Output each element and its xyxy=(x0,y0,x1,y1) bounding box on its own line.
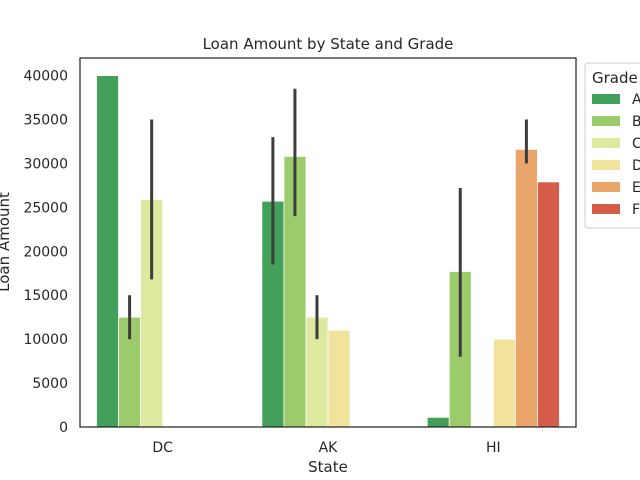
y-tick-label: 5000 xyxy=(32,376,68,392)
y-tick-label: 30000 xyxy=(23,156,68,172)
x-axis-label: State xyxy=(308,458,348,476)
legend-swatch-f xyxy=(592,204,620,214)
error-bars-layer xyxy=(128,88,528,357)
y-axis-label: Loan Amount xyxy=(0,192,13,292)
y-axis-ticks: 0 5000 10000 15000 20000 25000 30000 35000 40000 xyxy=(23,69,68,436)
legend-swatch-b xyxy=(592,116,620,126)
bar-hi-a xyxy=(426,416,450,428)
legend-swatch-e xyxy=(592,182,620,192)
x-axis-ticks: DC AK HI xyxy=(152,440,500,456)
bars-layer xyxy=(96,75,560,428)
x-tick-label: HI xyxy=(486,440,501,456)
bar-ak-d xyxy=(327,329,351,428)
legend-swatch-d xyxy=(592,160,620,170)
y-tick-label: 25000 xyxy=(23,200,68,216)
chart-title: Loan Amount by State and Grade xyxy=(203,35,454,53)
y-tick-label: 10000 xyxy=(23,332,68,348)
y-tick-label: 15000 xyxy=(23,288,68,304)
legend-title: Grade xyxy=(592,69,638,87)
x-tick-label: DC xyxy=(152,440,173,456)
bar-hi-f xyxy=(537,181,560,428)
bar-hi-e xyxy=(514,148,538,428)
legend-swatch-c xyxy=(592,138,620,148)
legend-label-a: A xyxy=(632,92,640,108)
legend-label-b: B xyxy=(632,114,640,130)
y-tick-label: 0 xyxy=(59,420,68,436)
legend-label-c: C xyxy=(632,136,640,152)
x-tick-label: AK xyxy=(319,440,339,456)
plot-frame xyxy=(79,57,577,428)
legend-label-d: D xyxy=(632,158,640,174)
y-tick-label: 20000 xyxy=(23,244,68,260)
legend-swatch-a xyxy=(592,94,620,104)
bar-hi-d xyxy=(492,338,516,428)
y-tick-label: 35000 xyxy=(23,113,68,129)
bar-dc-a xyxy=(96,75,119,428)
legend-label-f: F xyxy=(632,202,640,218)
legend-label-e: E xyxy=(632,180,640,196)
y-tick-label: 40000 xyxy=(23,69,68,85)
